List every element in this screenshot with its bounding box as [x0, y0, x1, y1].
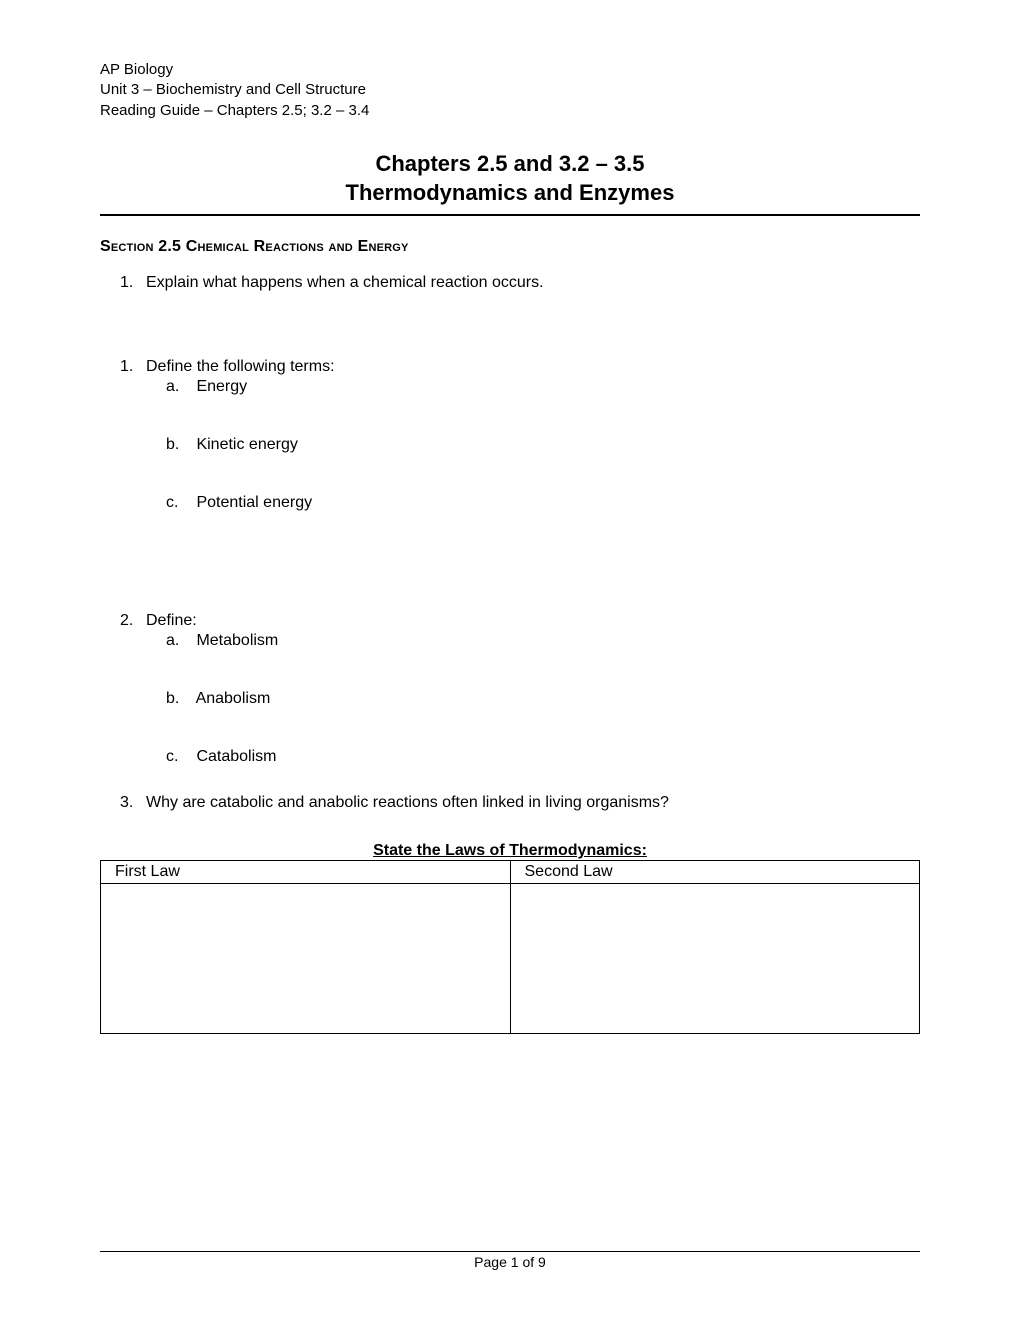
table-col2-body	[510, 884, 920, 1034]
footer-prefix: Page	[474, 1254, 511, 1270]
header-line-2: Unit 3 – Biochemistry and Cell Structure	[100, 80, 920, 100]
question-2b: b. Kinetic energy	[166, 436, 920, 454]
table-col2-header: Second Law	[510, 861, 920, 884]
question-3-sublist: a. Metabolism b. Anabolism c. Catabolism	[166, 632, 920, 766]
document-header: AP Biology Unit 3 – Biochemistry and Cel…	[100, 60, 920, 121]
question-3a: a. Metabolism	[166, 632, 920, 650]
table-col1-body	[101, 884, 511, 1034]
question-1-text: Explain what happens when a chemical rea…	[146, 274, 544, 292]
header-line-1: AP Biology	[100, 60, 920, 80]
question-2a: a. Energy	[166, 378, 920, 396]
question-2-number: 1.	[120, 358, 146, 376]
section-heading: Section 2.5 Chemical Reactions and Energ…	[100, 238, 920, 256]
title-rule	[100, 214, 920, 216]
question-2c-letter: c.	[166, 494, 192, 512]
footer-sep: of	[519, 1254, 538, 1270]
question-2c: c. Potential energy	[166, 494, 920, 512]
question-3b: b. Anabolism	[166, 690, 920, 708]
question-3-text: Define:	[146, 612, 197, 630]
question-1: 1. Explain what happens when a chemical …	[120, 274, 920, 292]
question-3: 2. Define:	[120, 612, 920, 630]
question-2a-text: Energy	[196, 378, 247, 395]
question-3b-letter: b.	[166, 690, 192, 708]
question-3a-letter: a.	[166, 632, 192, 650]
question-3c-letter: c.	[166, 748, 192, 766]
question-2b-text: Kinetic energy	[196, 436, 297, 453]
question-2a-letter: a.	[166, 378, 192, 396]
title-line-1: Chapters 2.5 and 3.2 – 3.5	[100, 149, 920, 179]
footer-rule	[100, 1251, 920, 1252]
question-3-number: 2.	[120, 612, 146, 630]
question-4-text: Why are catabolic and anabolic reactions…	[146, 794, 669, 812]
question-2c-text: Potential energy	[196, 494, 312, 511]
header-line-3: Reading Guide – Chapters 2.5; 3.2 – 3.4	[100, 101, 920, 121]
question-1-number: 1.	[120, 274, 146, 292]
question-3b-text: Anabolism	[196, 690, 271, 707]
question-2-sublist: a. Energy b. Kinetic energy c. Potential…	[166, 378, 920, 512]
question-3c: c. Catabolism	[166, 748, 920, 766]
question-2: 1. Define the following terms:	[120, 358, 920, 376]
question-3c-text: Catabolism	[196, 748, 276, 765]
table-title: State the Laws of Thermodynamics:	[100, 842, 920, 860]
question-3a-text: Metabolism	[196, 632, 278, 649]
page-footer: Page 1 of 9	[100, 1251, 920, 1270]
section-heading-text: Section 2.5 Chemical Reactions and Energ…	[100, 238, 409, 255]
question-2-text: Define the following terms:	[146, 358, 335, 376]
table-col1-header: First Law	[101, 861, 511, 884]
question-4-number: 3.	[120, 794, 146, 812]
question-4: 3. Why are catabolic and anabolic reacti…	[120, 794, 920, 812]
laws-table: First Law Second Law	[100, 860, 920, 1034]
title-line-2: Thermodynamics and Enzymes	[100, 178, 920, 208]
footer-current-page: 1	[511, 1254, 519, 1270]
document-title: Chapters 2.5 and 3.2 – 3.5 Thermodynamic…	[100, 149, 920, 208]
question-2b-letter: b.	[166, 436, 192, 454]
footer-total-pages: 9	[538, 1254, 546, 1270]
